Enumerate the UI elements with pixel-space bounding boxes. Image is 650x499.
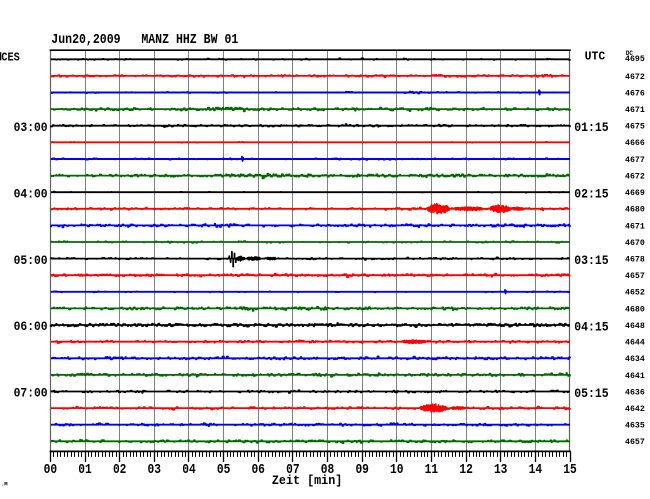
svg-text:08: 08	[321, 462, 335, 478]
svg-text:13: 13	[494, 462, 508, 478]
svg-text:15: 15	[563, 462, 577, 478]
svg-text:06: 06	[251, 462, 265, 478]
svg-text:02:15: 02:15	[574, 187, 609, 202]
svg-text:Zeit [min]: Zeit [min]	[272, 473, 342, 488]
svg-text:4675: 4675	[625, 123, 645, 132]
svg-text:12: 12	[459, 462, 473, 478]
svg-text:4652: 4652	[625, 289, 645, 298]
svg-text:4635: 4635	[625, 422, 645, 431]
svg-text:4680: 4680	[625, 206, 645, 215]
svg-text:09: 09	[355, 462, 369, 478]
svg-text:4657: 4657	[625, 272, 645, 281]
svg-text:4678: 4678	[625, 256, 645, 265]
svg-text:14: 14	[529, 462, 543, 478]
svg-text:4648: 4648	[625, 322, 645, 331]
svg-text:02: 02	[113, 462, 127, 478]
svg-text:04:15: 04:15	[574, 320, 609, 335]
svg-text:4669: 4669	[625, 189, 645, 198]
svg-text:07: 07	[286, 462, 300, 478]
svg-text:4670: 4670	[625, 239, 645, 248]
svg-text:00: 00	[44, 462, 58, 478]
svg-text:.M: .M	[1, 481, 8, 488]
svg-text:03:00: 03:00	[14, 121, 48, 135]
svg-text:4680: 4680	[625, 305, 645, 314]
svg-text:11: 11	[425, 462, 439, 478]
svg-text:01: 01	[78, 462, 92, 478]
svg-text:4671: 4671	[625, 222, 645, 231]
svg-text:04: 04	[182, 462, 196, 478]
svg-text:4642: 4642	[625, 405, 645, 414]
svg-text:4677: 4677	[625, 156, 645, 165]
svg-text:4671: 4671	[625, 106, 645, 115]
svg-text:4641: 4641	[625, 372, 645, 381]
svg-text:4672: 4672	[625, 172, 645, 181]
svg-text:05:15: 05:15	[574, 386, 609, 401]
svg-text:4676: 4676	[625, 89, 645, 98]
svg-text:06:00: 06:00	[14, 320, 48, 334]
svg-text:03:15: 03:15	[574, 253, 609, 268]
svg-text:04:00: 04:00	[14, 187, 48, 201]
svg-text:07:00: 07:00	[14, 387, 48, 401]
svg-text:03: 03	[148, 462, 162, 478]
svg-text:Jun20,2009 MANZ HHZ BW 01: Jun20,2009 MANZ HHZ BW 01	[51, 32, 238, 48]
svg-text:05: 05	[217, 462, 231, 478]
svg-text:CES: CES	[1, 51, 19, 64]
svg-text:4657: 4657	[625, 438, 645, 447]
svg-text:05:00: 05:00	[14, 254, 48, 268]
svg-text:4672: 4672	[625, 73, 645, 82]
svg-text:4666: 4666	[625, 139, 645, 148]
svg-text:4636: 4636	[625, 388, 645, 397]
svg-text:UTC: UTC	[585, 51, 606, 64]
svg-text:01:15: 01:15	[574, 120, 609, 135]
svg-text:4634: 4634	[625, 355, 645, 364]
svg-text:4644: 4644	[625, 339, 645, 348]
svg-text:4695: 4695	[625, 55, 645, 64]
svg-text:DC: DC	[626, 50, 633, 57]
svg-text:10: 10	[390, 462, 404, 478]
